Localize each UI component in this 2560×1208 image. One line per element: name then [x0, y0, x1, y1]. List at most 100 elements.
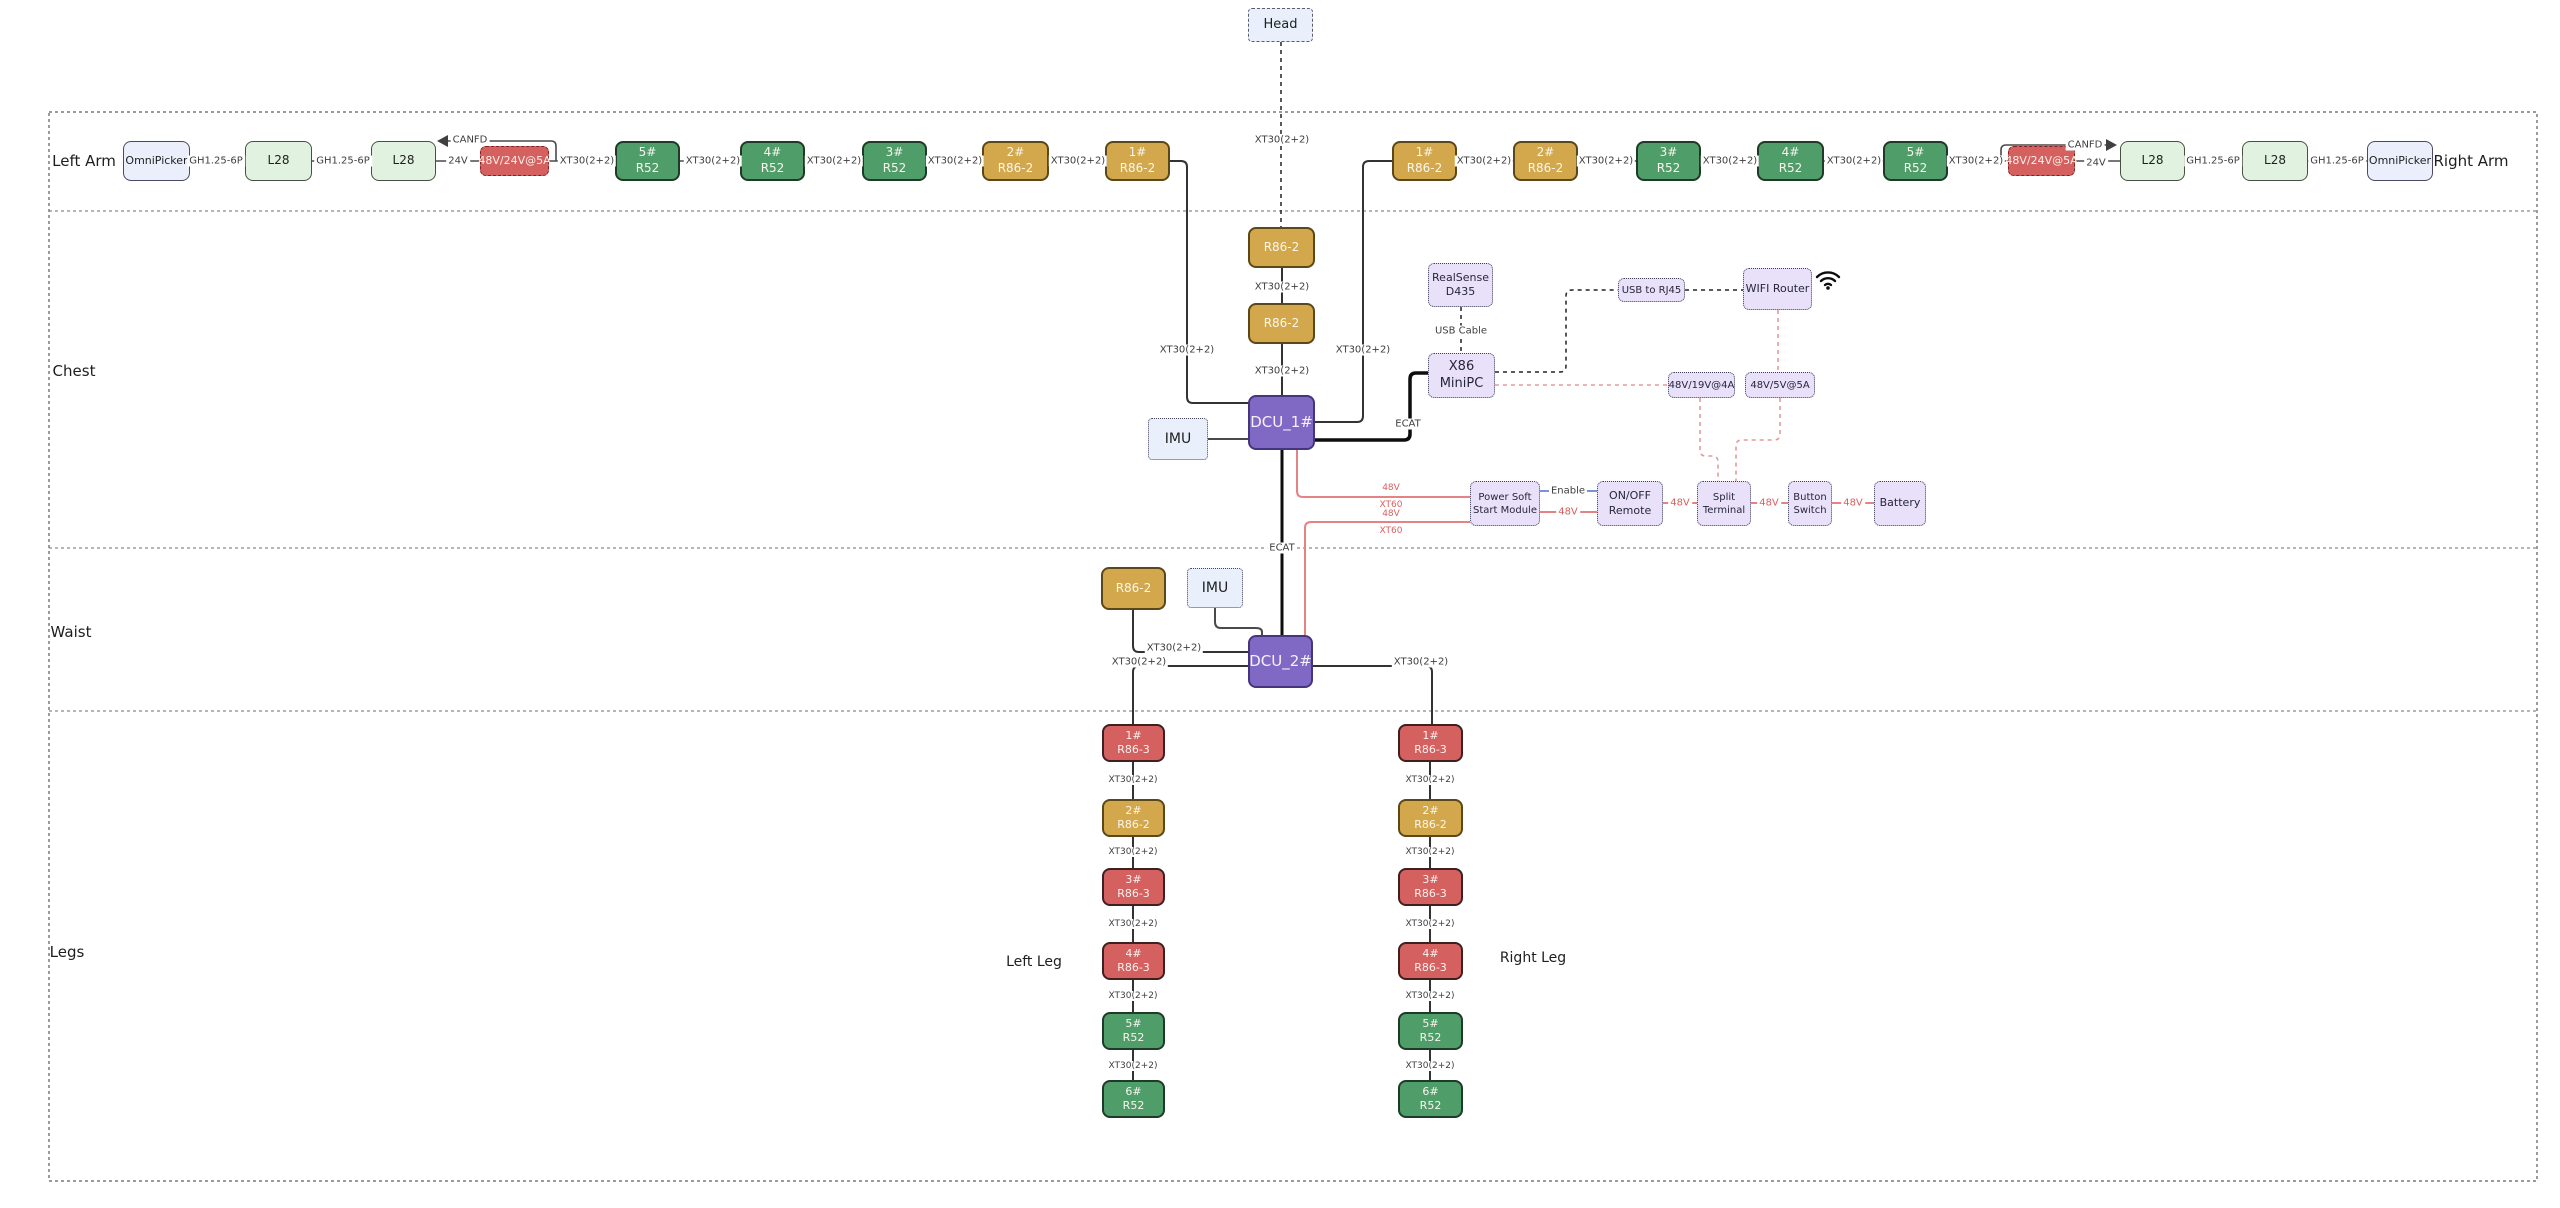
- wire-label-xt30: XT30(2+2): [1403, 775, 1457, 785]
- node-dcu1: DCU_1#: [1248, 395, 1315, 450]
- wire-label-gh: GH1.25-6P: [2184, 155, 2242, 167]
- section-label-right-arm: Right Arm: [2433, 152, 2509, 170]
- wire-label-usb-cable: USB Cable: [1432, 325, 1490, 337]
- node-dcu2: DCU_2#: [1248, 635, 1313, 688]
- node-left-l28-1: L28: [245, 141, 312, 181]
- wire-label-xt30: XT30(2+2): [1403, 1061, 1457, 1071]
- section-label-waist: Waist: [50, 623, 92, 641]
- node-right-leg-joint2: 2# R86-2: [1398, 799, 1463, 837]
- dcu1-x86-ecat-wire: [1315, 371, 1428, 442]
- node-right-omnipicker: OmniPicker: [2367, 141, 2433, 181]
- wire-label-48v: 48V: [1668, 497, 1692, 509]
- waist-r86-dcu2-wire: [1132, 610, 1248, 653]
- wire-label-xt30: XT30(2+2): [1576, 155, 1636, 167]
- wire-label-48v: 48V: [1841, 497, 1865, 509]
- diagram-outer-border: [48, 111, 2538, 1182]
- wire-label-xt30: XT30(2+2): [1333, 344, 1393, 356]
- node-left-arm-motor2: 2# R86-2: [982, 141, 1049, 181]
- wire-label-gh: GH1.25-6P: [2308, 155, 2366, 167]
- wire-label-enable: Enable: [1548, 485, 1588, 497]
- wire-label-xt30: XT30(2+2): [1144, 642, 1204, 654]
- node-left-omnipicker: OmniPicker: [123, 141, 190, 181]
- wire-label-xt30: XT30(2+2): [1106, 847, 1160, 857]
- wire-label-xt30: XT30(2+2): [925, 155, 985, 167]
- node-right-48v24v-converter: 48V/24V@5A: [2005, 146, 2078, 176]
- wire-label-48v: 48V: [1380, 509, 1402, 519]
- left-canfd-wire: [445, 140, 557, 161]
- node-chest-r86-upper: R86-2: [1248, 227, 1315, 268]
- left-canfd-arrowhead-icon: [437, 135, 448, 147]
- node-right-arm-motor3: 3# R52: [1636, 141, 1701, 181]
- wire-label-24v: 24V: [446, 155, 470, 167]
- node-left-arm-motor4: 4# R52: [740, 141, 805, 181]
- wire-label-xt30: XT30(2+2): [1157, 344, 1217, 356]
- node-button-switch: Button Switch: [1788, 481, 1832, 526]
- node-left-arm-motor3: 3# R52: [862, 141, 927, 181]
- dcu1-pssm-48v-wire: [1296, 450, 1470, 498]
- node-right-leg-joint1: 1# R86-3: [1398, 724, 1463, 762]
- right-canfd-wire: [2000, 144, 2106, 161]
- conv19-split-wire: [1699, 398, 1719, 481]
- node-right-l28-2: L28: [2242, 141, 2308, 181]
- wire-label-ecat: ECAT: [1267, 542, 1297, 554]
- x86-usbrj45-wire: [1495, 289, 1618, 373]
- imu2-dcu2-wire: [1214, 608, 1263, 635]
- node-usb-to-rj45: USB to RJ45: [1618, 278, 1685, 302]
- dcu2-left-leg-wire: [1132, 665, 1248, 724]
- node-chest-r86-lower: R86-2: [1248, 303, 1315, 344]
- wire-label-48v: 48V: [1556, 506, 1580, 518]
- node-left-leg-joint4: 4# R86-3: [1102, 942, 1165, 980]
- node-right-leg-joint3: 3# R86-3: [1398, 868, 1463, 906]
- node-left-leg-joint6: 6# R52: [1102, 1080, 1165, 1118]
- wire-label-xt30: XT30(2+2): [1700, 155, 1760, 167]
- node-left-leg-joint3: 3# R86-3: [1102, 868, 1165, 906]
- node-waist-r86: R86-2: [1101, 567, 1166, 610]
- node-right-leg-joint4: 4# R86-3: [1398, 942, 1463, 980]
- node-right-arm-motor5: 5# R52: [1883, 141, 1948, 181]
- wire-label-canfd: CANFD: [450, 134, 490, 146]
- wire-label-xt30: XT30(2+2): [1252, 134, 1312, 146]
- node-left-leg-joint1: 1# R86-3: [1102, 724, 1165, 762]
- node-waist-imu: IMU: [1187, 568, 1243, 608]
- wire-label-xt30: XT30(2+2): [1252, 281, 1312, 293]
- node-left-l28-2: L28: [371, 141, 436, 181]
- dcu2-right-leg-wire: [1313, 665, 1433, 724]
- wire-label-xt30: XT30(2+2): [1252, 365, 1312, 377]
- node-head: Head: [1248, 8, 1313, 42]
- wire-label-xt30: XT30(2+2): [1106, 991, 1160, 1001]
- wire-label-xt30: XT30(2+2): [1403, 919, 1457, 929]
- conv5-split-wire: [1735, 398, 1781, 481]
- wire-label-xt30: XT30(2+2): [804, 155, 864, 167]
- wire-label-gh: GH1.25-6P: [314, 155, 372, 167]
- wire-label-xt30: XT30(2+2): [1946, 155, 2006, 167]
- wire-label-xt30: XT30(2+2): [1391, 656, 1451, 668]
- wire-label-xt60: XT60: [1377, 526, 1405, 536]
- node-wifi-router: WIFI Router: [1743, 268, 1812, 310]
- wire-label-xt30: XT30(2+2): [1454, 155, 1514, 167]
- wifi-signal-icon: [1815, 268, 1841, 294]
- wire-label-xt30: XT30(2+2): [557, 155, 617, 167]
- node-right-arm-motor1: 1# R86-2: [1392, 141, 1457, 181]
- node-onoff-remote: ON/OFF Remote: [1597, 481, 1663, 526]
- wire-label-ecat: ECAT: [1393, 418, 1423, 430]
- node-realsense-d435: RealSense D435: [1428, 263, 1493, 307]
- node-48v19v-converter: 48V/19V@4A: [1668, 372, 1735, 398]
- wire-label-xt30: XT30(2+2): [1403, 847, 1457, 857]
- section-label-left-arm: Left Arm: [52, 152, 116, 170]
- label-right-leg: Right Leg: [1499, 950, 1567, 966]
- node-x86-minipc: X86 MiniPC: [1428, 353, 1495, 398]
- wire-label-xt30: XT30(2+2): [1106, 1061, 1160, 1071]
- label-left-leg: Left Leg: [1006, 954, 1062, 970]
- wire-label-24v: 24V: [2084, 157, 2108, 169]
- node-right-arm-motor2: 2# R86-2: [1513, 141, 1578, 181]
- wire-label-canfd: CANFD: [2065, 139, 2105, 151]
- node-left-leg-joint5: 5# R52: [1102, 1012, 1165, 1050]
- wire-label-xt30: XT30(2+2): [1824, 155, 1884, 167]
- section-label-legs: Legs: [49, 943, 85, 961]
- wire-label-xt30: XT30(2+2): [1106, 919, 1160, 929]
- dcu2-pssm-48v-wire: [1304, 521, 1470, 635]
- wire-label-xt30: XT30(2+2): [1109, 656, 1169, 668]
- node-left-arm-motor5: 5# R52: [615, 141, 680, 181]
- wire-label-xt30: XT30(2+2): [1106, 775, 1160, 785]
